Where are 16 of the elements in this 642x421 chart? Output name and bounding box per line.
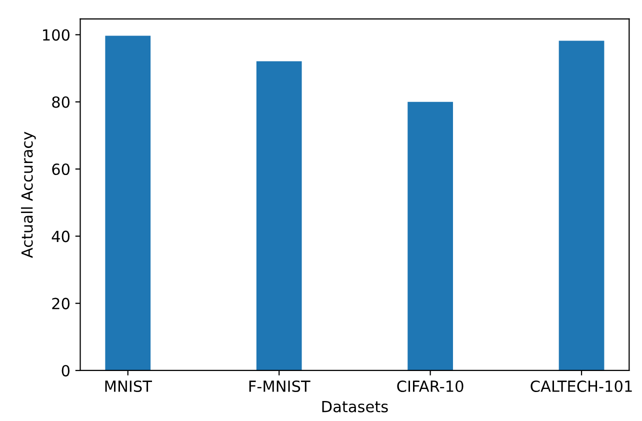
bar xyxy=(105,36,151,370)
y-tick-label: 40 xyxy=(52,230,70,242)
y-tick-label: 80 xyxy=(52,96,70,108)
y-tick-label: 0 xyxy=(62,364,70,376)
y-tick-label: 20 xyxy=(52,298,70,310)
y-tick-label: 100 xyxy=(43,29,70,41)
y-tick-label: 60 xyxy=(52,163,70,176)
x-tick-label: CALTECH-101 xyxy=(530,380,632,392)
bar xyxy=(558,40,604,370)
x-axis-title: Datasets xyxy=(322,401,388,412)
bar xyxy=(256,61,302,370)
y-axis-title: Actuall Accuracy xyxy=(21,132,36,258)
x-tick-label: F-MNIST xyxy=(249,380,310,392)
bar xyxy=(408,102,453,370)
x-tick-label: MNIST xyxy=(105,380,152,392)
x-tick-label: CIFAR-10 xyxy=(397,380,464,392)
